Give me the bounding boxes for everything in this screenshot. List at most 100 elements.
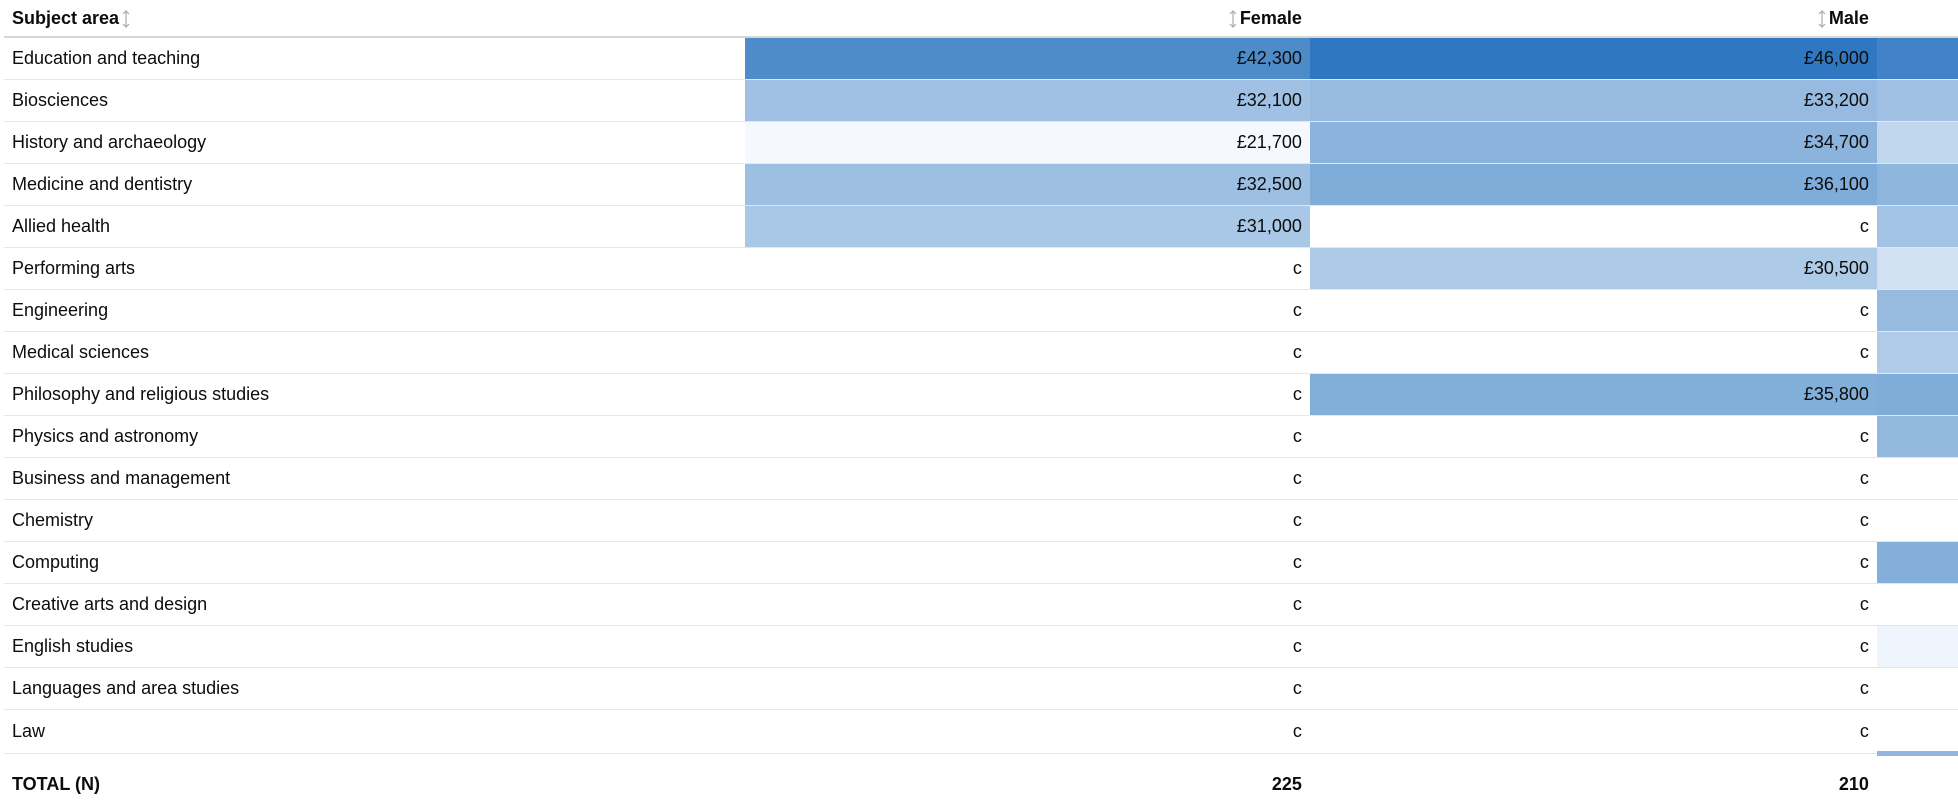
value-cell: c — [745, 373, 1310, 416]
header-text[interactable]: Female — [1239, 7, 1302, 28]
subject-cell: Business and management — [4, 457, 746, 500]
value-cell: c — [1876, 457, 1958, 500]
value-cell: £30,500 — [1309, 247, 1877, 290]
header-text[interactable]: Subject area — [12, 7, 120, 28]
data-table: Subject area Female Male Female & Male Educ… — [4, 0, 1958, 800]
value-cell: £35,800 — [1309, 373, 1877, 416]
table-row: Education and teaching£42,300£46,000£43,… — [4, 37, 1958, 80]
total-cell: 225 — [1271, 773, 1302, 794]
value-cell: c — [745, 667, 1310, 710]
subject-cell: Medicine and dentistry — [4, 163, 746, 206]
subject-cell: Biosciences — [4, 79, 746, 122]
value-cell: c — [745, 499, 1310, 542]
value-cell: £22,600 — [1876, 625, 1958, 668]
subject-cell: Languages and area studies — [4, 667, 746, 710]
value-cell: c — [745, 415, 1310, 458]
value-cell: c — [745, 289, 1310, 332]
value-cell: c — [1876, 667, 1958, 710]
total-cell: 210 — [1838, 773, 1869, 794]
value-cell: £36,100 — [1309, 163, 1877, 206]
value-cell: £31,800 — [1876, 205, 1958, 248]
value-cell: £42,300 — [745, 37, 1310, 80]
subject-cell: Performing arts — [4, 247, 746, 290]
value-cell: c — [1309, 667, 1877, 710]
subject-cell: History and archaeology — [4, 121, 746, 164]
value-cell: c — [1876, 709, 1958, 754]
sort-icon[interactable] — [1229, 9, 1237, 28]
column-header[interactable]: Subject area — [4, 0, 746, 38]
value-cell: c — [745, 541, 1310, 584]
total-cell: 435 — [1876, 751, 1958, 800]
value-cell: c — [1309, 331, 1877, 374]
value-cell: c — [1309, 289, 1877, 332]
table-row: Business and managementccc — [4, 457, 1958, 500]
column-header[interactable]: Male — [1309, 0, 1877, 38]
total-row: TOTAL (N) 225 210 435 — [4, 751, 1958, 800]
value-cell: £30,300 — [1876, 331, 1958, 374]
value-cell: c — [1309, 205, 1877, 248]
sort-icon[interactable] — [122, 9, 130, 28]
table-row: History and archaeology£21,700£34,700£28… — [4, 121, 1958, 164]
table-row: Medicine and dentistry£32,500£36,100£34,… — [4, 163, 1958, 206]
subject-cell: Physics and astronomy — [4, 415, 746, 458]
value-cell: £32,500 — [745, 163, 1310, 206]
value-cell: £33,900 — [1876, 415, 1958, 458]
value-cell: c — [1309, 499, 1877, 542]
value-cell: c — [1309, 583, 1877, 626]
value-cell: c — [1309, 709, 1877, 754]
value-cell: £31,000 — [745, 205, 1310, 248]
table-row: Chemistryccc — [4, 499, 1958, 542]
subject-cell: Engineering — [4, 289, 746, 332]
value-cell: c — [1309, 541, 1877, 584]
column-header[interactable]: Female — [745, 0, 1310, 38]
subject-cell: Computing — [4, 541, 746, 584]
value-cell: c — [745, 625, 1310, 668]
value-cell: £43,800 — [1876, 37, 1958, 80]
total-cell: TOTAL (N) — [12, 773, 100, 794]
subject-cell: Philosophy and religious studies — [4, 373, 746, 416]
subject-cell: Chemistry — [4, 499, 746, 542]
value-cell: £28,100 — [1876, 121, 1958, 164]
subject-cell: Creative arts and design — [4, 583, 746, 626]
value-cell: £36,100 — [1876, 373, 1958, 416]
value-cell: c — [745, 457, 1310, 500]
table-row: Biosciences£32,100£33,200£32,100 — [4, 79, 1958, 122]
subject-cell: Education and teaching — [4, 37, 746, 80]
header-text[interactable]: Male — [1828, 7, 1869, 28]
value-cell: £33,400 — [1876, 289, 1958, 332]
value-cell: £26,100 — [1876, 247, 1958, 290]
value-cell: c — [745, 331, 1310, 374]
value-cell: c — [745, 583, 1310, 626]
value-cell: £32,100 — [745, 79, 1310, 122]
value-cell: c — [745, 247, 1310, 290]
value-cell: £35,600 — [1876, 541, 1958, 584]
subject-cell: Law — [4, 709, 746, 754]
value-cell: c — [1309, 457, 1877, 500]
value-cell: £34,700 — [1309, 121, 1877, 164]
value-cell: £33,200 — [1309, 79, 1877, 122]
value-cell: c — [745, 709, 1310, 754]
value-cell: c — [1309, 415, 1877, 458]
header-row: Subject area Female Male Female & Male — [4, 0, 1958, 38]
value-cell: £46,000 — [1309, 37, 1877, 80]
column-header[interactable]: Female & Male — [1876, 0, 1958, 38]
table-row: Creative arts and designccc — [4, 583, 1958, 626]
table-row: Languages and area studiesccc — [4, 667, 1958, 710]
value-cell: c — [1309, 625, 1877, 668]
table-row: Philosophy and religious studies c £35,800… — [4, 373, 1958, 416]
subject-cell: Medical sciences — [4, 331, 746, 374]
value-cell: c — [1876, 499, 1958, 542]
subject-cell: English studies — [4, 625, 746, 668]
value-cell: £32,100 — [1876, 79, 1958, 122]
subject-cell: Allied health — [4, 205, 746, 248]
value-cell: £34,300 — [1876, 163, 1958, 206]
sort-icon[interactable] — [1818, 9, 1826, 28]
